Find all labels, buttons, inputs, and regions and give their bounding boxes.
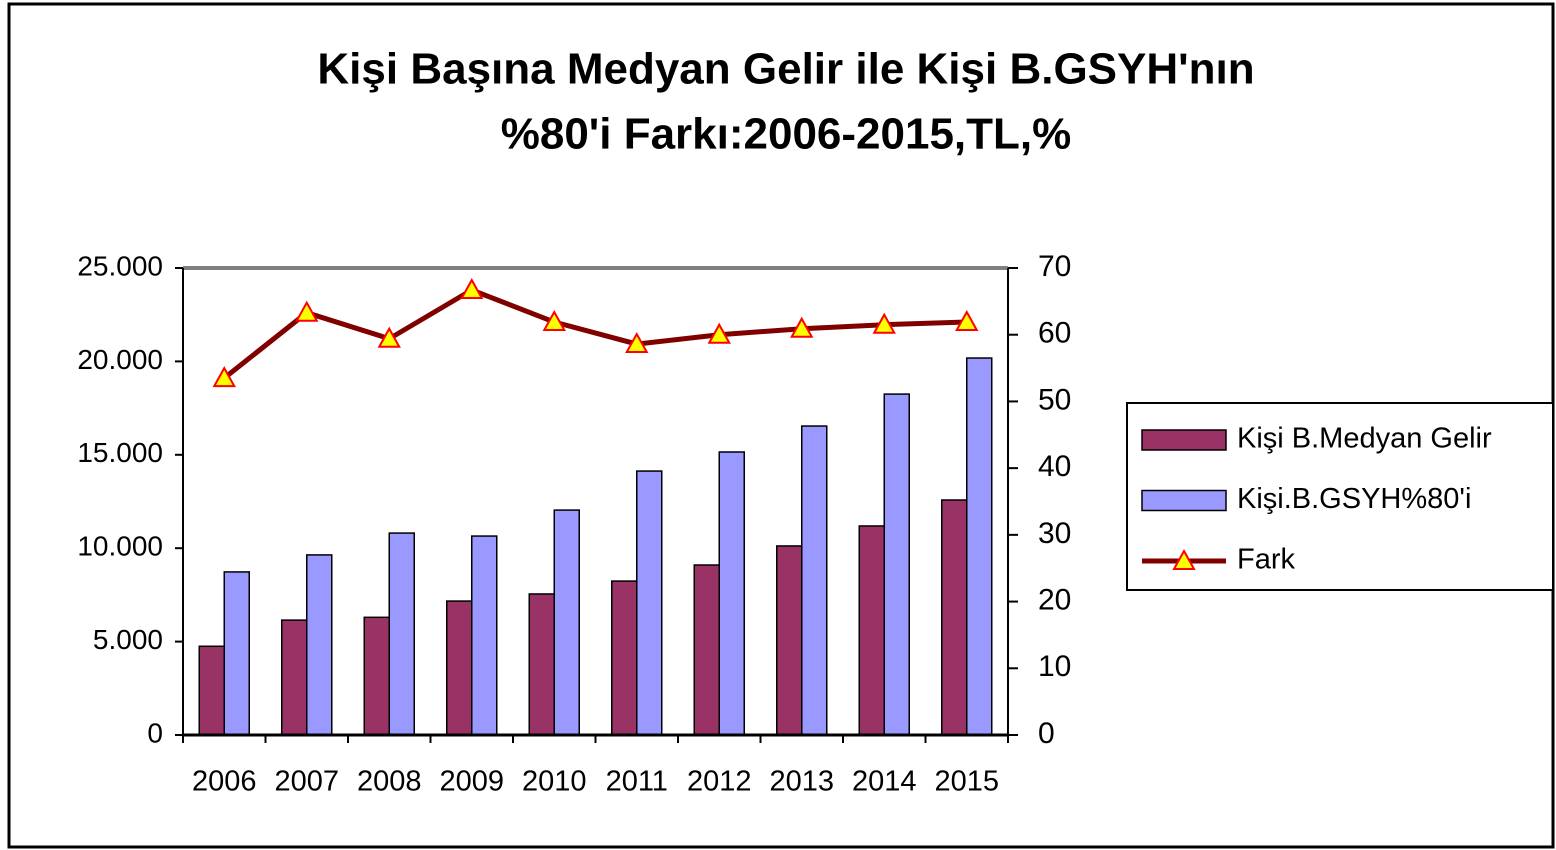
bar: [363, 616, 390, 736]
bar: [636, 470, 663, 736]
y2-tick-label: 0: [1038, 717, 1055, 750]
line-marker: [460, 277, 484, 300]
y2-tick-label: 20: [1038, 583, 1071, 616]
x-tick-label: 2008: [357, 766, 422, 798]
bar: [471, 535, 498, 736]
line-marker: [955, 309, 979, 332]
line-series: [222, 287, 967, 381]
legend-label: Fark: [1237, 544, 1296, 576]
bar: [553, 509, 580, 736]
x-tick-label: 2006: [192, 766, 257, 798]
y-tick-label: 25.000: [77, 250, 163, 281]
y2-tick-label: 60: [1038, 317, 1071, 350]
bar: [446, 600, 473, 736]
bar: [693, 564, 720, 736]
x-tick-label: 2010: [522, 766, 587, 798]
line-marker: [625, 331, 649, 354]
legend-swatch: [1141, 489, 1227, 512]
x-tick-label: 2014: [852, 766, 917, 798]
bar: [281, 619, 308, 736]
y-tick-label: 20.000: [77, 344, 163, 375]
bar: [801, 425, 828, 736]
y-tick-label: 15.000: [77, 437, 163, 468]
x-tick-label: 2007: [274, 766, 339, 798]
x-tick-label: 2013: [769, 766, 834, 798]
y2-tick-label: 40: [1038, 450, 1071, 483]
chart-title: Kişi Başına Medyan Gelir ile Kişi B.GSYH…: [317, 45, 1254, 94]
y2-tick-label: 50: [1038, 383, 1071, 416]
y2-tick-label: 30: [1038, 517, 1071, 550]
line-marker: [377, 326, 401, 348]
bar: [941, 499, 968, 736]
legend-swatch: [1141, 429, 1227, 451]
y2-tick-label: 10: [1038, 650, 1071, 683]
legend-label: Kişi.B.GSYH%80'i: [1237, 483, 1471, 515]
bar: [611, 580, 638, 736]
chart-title: %80'i Farkı:2006-2015,TL,%: [501, 110, 1072, 159]
line-marker: [212, 366, 236, 388]
y-tick-label: 5.000: [93, 624, 163, 655]
line-marker: [872, 312, 896, 334]
legend-marker: [1172, 548, 1196, 570]
x-tick-label: 2009: [439, 766, 504, 798]
y2-tick-label: 70: [1038, 250, 1071, 283]
line-marker: [542, 309, 566, 332]
bar: [966, 357, 993, 736]
bar: [883, 393, 910, 736]
bar: [198, 645, 225, 736]
x-tick-label: 2012: [687, 766, 752, 798]
line-marker: [790, 316, 814, 338]
y-tick-label: 0: [147, 717, 163, 748]
bar: [718, 451, 745, 736]
line-marker: [707, 322, 731, 344]
bar: [528, 593, 555, 736]
bar: [388, 532, 415, 736]
x-tick-label: 2015: [934, 766, 999, 798]
x-tick-label: 2011: [606, 766, 668, 798]
line-marker: [295, 300, 319, 322]
bar: [306, 554, 333, 736]
bar: [223, 571, 250, 736]
legend-label: Kişi B.Medyan Gelir: [1237, 423, 1492, 455]
bar: [776, 545, 803, 736]
y-tick-label: 10.000: [77, 531, 163, 562]
bar: [858, 525, 885, 736]
